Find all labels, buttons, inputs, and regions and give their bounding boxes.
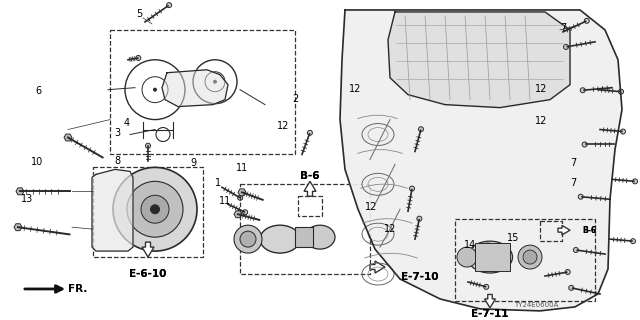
- Circle shape: [127, 181, 183, 237]
- Text: 12: 12: [277, 121, 290, 131]
- Circle shape: [240, 231, 256, 247]
- Text: B-6: B-6: [582, 226, 596, 235]
- Circle shape: [474, 243, 502, 271]
- Circle shape: [630, 239, 636, 244]
- Ellipse shape: [305, 225, 335, 249]
- Circle shape: [578, 194, 583, 199]
- Text: B-6: B-6: [300, 172, 320, 181]
- Circle shape: [166, 3, 172, 8]
- Text: E-7-10: E-7-10: [401, 272, 439, 282]
- Circle shape: [234, 225, 262, 253]
- Polygon shape: [558, 225, 570, 235]
- Circle shape: [632, 179, 637, 184]
- Bar: [475, 243, 510, 271]
- Bar: [540, 221, 562, 241]
- Text: 12: 12: [365, 202, 378, 212]
- Circle shape: [564, 44, 568, 49]
- Text: 7: 7: [560, 23, 566, 33]
- Text: E-6-10: E-6-10: [129, 269, 166, 279]
- Polygon shape: [14, 224, 22, 231]
- Circle shape: [419, 127, 424, 132]
- Ellipse shape: [467, 241, 513, 273]
- Text: 10: 10: [31, 157, 44, 167]
- Polygon shape: [484, 294, 495, 308]
- Circle shape: [484, 284, 489, 289]
- Text: B-6: B-6: [300, 172, 320, 181]
- Text: 12: 12: [384, 224, 397, 234]
- Bar: [298, 196, 322, 216]
- Circle shape: [153, 88, 157, 92]
- Polygon shape: [142, 242, 154, 257]
- Text: 8: 8: [114, 156, 120, 166]
- Text: FR.: FR.: [68, 284, 88, 294]
- Text: 13: 13: [20, 194, 33, 204]
- Polygon shape: [16, 188, 24, 195]
- Polygon shape: [340, 10, 622, 311]
- Text: 6: 6: [35, 86, 42, 96]
- Bar: [240, 184, 370, 274]
- Text: 9: 9: [190, 158, 196, 168]
- Polygon shape: [238, 189, 246, 196]
- Text: 12: 12: [534, 84, 547, 94]
- Circle shape: [237, 195, 243, 200]
- Text: 1: 1: [214, 178, 221, 188]
- Circle shape: [584, 18, 589, 23]
- Text: E-6-10: E-6-10: [129, 269, 166, 279]
- Circle shape: [582, 142, 587, 147]
- Text: 7: 7: [570, 158, 577, 168]
- Text: E-7-11: E-7-11: [471, 309, 509, 319]
- Text: 12: 12: [534, 116, 547, 126]
- Text: 11: 11: [219, 196, 232, 206]
- Polygon shape: [370, 261, 385, 273]
- Text: E-7-11: E-7-11: [471, 309, 509, 319]
- Ellipse shape: [260, 225, 300, 253]
- Polygon shape: [234, 211, 242, 218]
- Circle shape: [141, 195, 169, 223]
- Text: 5: 5: [136, 9, 143, 19]
- Circle shape: [417, 216, 422, 221]
- Circle shape: [618, 89, 623, 94]
- Text: E-7-10: E-7-10: [401, 272, 439, 282]
- Polygon shape: [304, 181, 316, 196]
- Polygon shape: [162, 70, 228, 107]
- Circle shape: [136, 55, 141, 60]
- Circle shape: [580, 88, 585, 93]
- Circle shape: [569, 285, 573, 290]
- Circle shape: [621, 129, 625, 134]
- Text: 3: 3: [114, 128, 120, 138]
- Text: 4: 4: [124, 118, 130, 128]
- Circle shape: [243, 210, 248, 215]
- Text: 15: 15: [507, 233, 520, 243]
- Circle shape: [145, 143, 150, 148]
- Circle shape: [573, 247, 579, 252]
- Circle shape: [565, 269, 570, 275]
- Text: 11: 11: [236, 163, 248, 173]
- Circle shape: [410, 186, 415, 191]
- Circle shape: [213, 80, 217, 84]
- Circle shape: [307, 130, 312, 135]
- Bar: [110, 30, 295, 155]
- Bar: [295, 227, 313, 247]
- Text: 7: 7: [570, 178, 577, 188]
- Circle shape: [113, 167, 197, 251]
- Text: B-6: B-6: [582, 226, 596, 235]
- Text: 12: 12: [349, 84, 362, 94]
- Circle shape: [523, 250, 537, 264]
- Polygon shape: [92, 169, 133, 251]
- Text: TY24E0600A: TY24E0600A: [514, 302, 559, 308]
- Circle shape: [150, 204, 160, 214]
- Bar: [93, 167, 203, 257]
- Bar: [455, 219, 595, 301]
- Polygon shape: [64, 134, 72, 141]
- Text: 2: 2: [292, 94, 299, 104]
- Text: 14: 14: [464, 240, 477, 250]
- Circle shape: [457, 247, 477, 267]
- Polygon shape: [388, 12, 570, 108]
- Circle shape: [518, 245, 542, 269]
